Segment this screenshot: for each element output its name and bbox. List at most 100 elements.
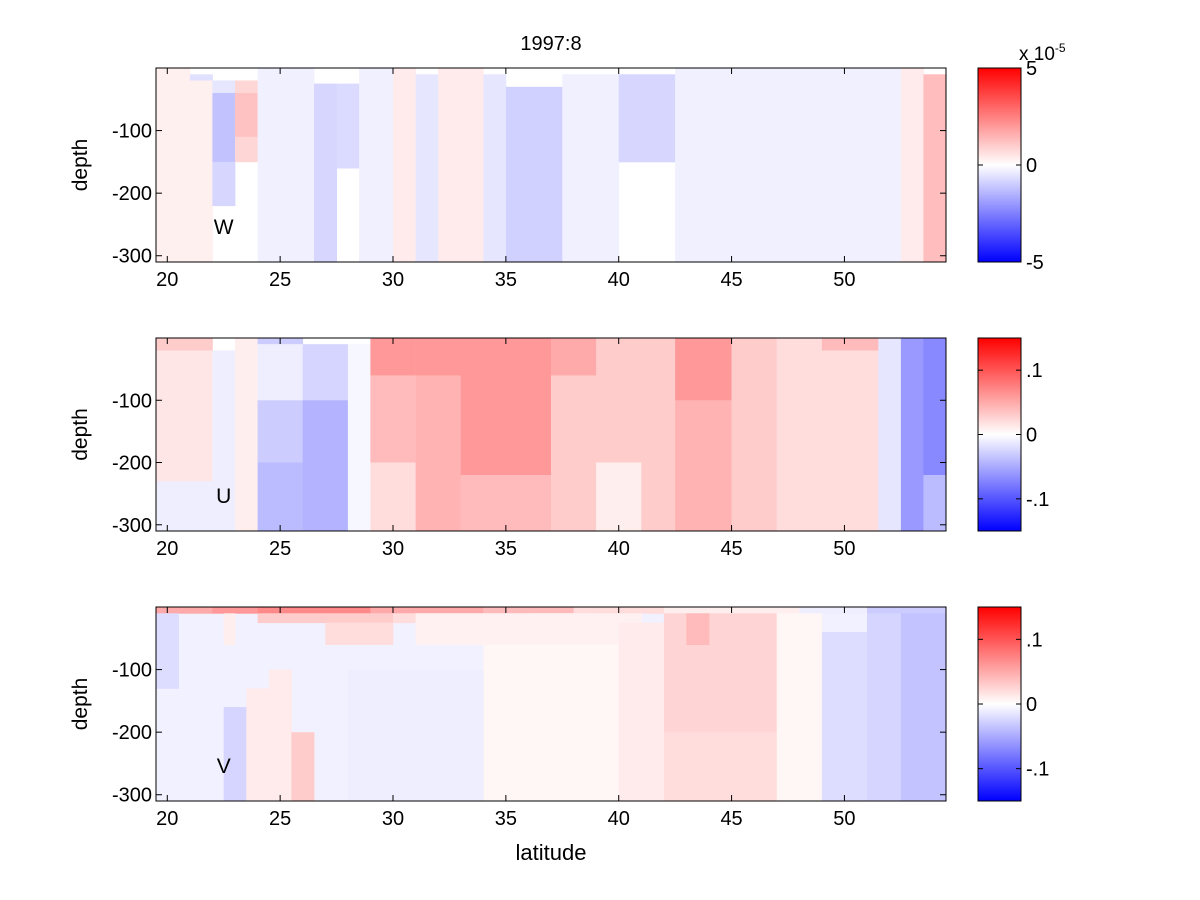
x-tick-label: 50 bbox=[833, 538, 855, 560]
heatmap-cell bbox=[302, 400, 349, 532]
x-tick-label: 25 bbox=[269, 269, 291, 291]
plot-frame bbox=[155, 67, 947, 263]
x-tick-label: 30 bbox=[382, 269, 404, 291]
heatmap-cell bbox=[246, 688, 270, 802]
x-tick-label: 50 bbox=[833, 269, 855, 291]
x-tick-label: 30 bbox=[382, 538, 404, 560]
heatmap-cell bbox=[156, 338, 213, 351]
colorbar-tick-label: 0 bbox=[1026, 694, 1037, 716]
heatmap-cell bbox=[370, 375, 416, 463]
x-tick-label: 40 bbox=[608, 269, 630, 291]
heatmap-cell bbox=[257, 400, 304, 463]
panel-label: W bbox=[214, 216, 234, 239]
panel-u: 20 25 30 35 40 45 50 -100 -200 -300 depth U .1 0 -.1 bbox=[69, 337, 1049, 560]
colorbar-tick-label: .1 bbox=[1026, 629, 1043, 651]
heatmap-cell bbox=[596, 338, 642, 463]
x-tick-label: 45 bbox=[720, 269, 742, 291]
colorbar-tick-label: -.1 bbox=[1026, 759, 1049, 781]
x-tick-label: 40 bbox=[608, 808, 630, 830]
panel-v: 20 25 30 35 40 45 50 -100 -200 -300 depth V .1 0 -.1 bbox=[69, 606, 1049, 830]
heatmap-cell bbox=[291, 732, 315, 802]
x-tick-label: 35 bbox=[495, 269, 517, 291]
heatmap-cell bbox=[370, 338, 416, 376]
y-axis-label: depth bbox=[69, 139, 92, 192]
heatmap-cell bbox=[212, 93, 236, 163]
colorbar-tick-label: 0 bbox=[1026, 425, 1037, 447]
heatmap-cell bbox=[460, 475, 552, 532]
colorbar bbox=[977, 67, 1022, 263]
panel-label: U bbox=[216, 485, 231, 508]
heatmap-cell bbox=[415, 375, 462, 532]
y-tick-label: -300 bbox=[112, 515, 152, 537]
heatmap-cell bbox=[900, 338, 924, 532]
x-tick-label: 35 bbox=[495, 538, 517, 560]
heatmap-cell bbox=[189, 80, 213, 263]
x-tick-label: 20 bbox=[156, 808, 178, 830]
y-tick-label: -300 bbox=[112, 246, 152, 268]
heatmap-cell bbox=[821, 350, 879, 532]
heatmap-cell bbox=[460, 375, 552, 476]
heatmap-cell bbox=[415, 338, 462, 376]
heatmap-cell bbox=[675, 338, 732, 401]
x-tick-label: 50 bbox=[833, 808, 855, 830]
x-tick-label: 40 bbox=[608, 538, 630, 560]
heatmap-cell bbox=[347, 344, 371, 532]
heatmap-cell bbox=[223, 707, 247, 802]
colorbar-multiplier: x 10-5 bbox=[1019, 41, 1066, 65]
y-tick-label: -200 bbox=[112, 183, 152, 205]
heatmap-cell bbox=[867, 613, 902, 802]
heatmap-cell bbox=[223, 613, 236, 645]
heatmap-cell bbox=[212, 161, 236, 207]
y-axis-label: depth bbox=[69, 408, 92, 461]
y-tick-label: -100 bbox=[112, 390, 152, 412]
y-tick-label: -200 bbox=[112, 722, 152, 744]
colorbar-tick-label: -.1 bbox=[1026, 489, 1049, 511]
heatmap-cell bbox=[596, 462, 642, 532]
heatmap-cell bbox=[156, 68, 191, 263]
plot-frame bbox=[155, 337, 947, 532]
heatmap-cell bbox=[235, 338, 258, 532]
heatmap-cell bbox=[314, 83, 337, 263]
heatmap-cell bbox=[867, 607, 947, 614]
heatmap-cell bbox=[212, 607, 258, 614]
x-tick-label: 25 bbox=[269, 538, 291, 560]
heatmap-cell bbox=[686, 613, 710, 645]
x-tick-label: 20 bbox=[156, 269, 178, 291]
x-tick-label: 20 bbox=[156, 538, 178, 560]
heatmap-cell bbox=[257, 613, 394, 624]
colorbar bbox=[977, 337, 1022, 532]
heatmap-cell bbox=[302, 344, 349, 401]
heatmap-cell bbox=[776, 613, 823, 802]
panel-label: V bbox=[217, 755, 231, 778]
heatmap-cell bbox=[663, 732, 778, 802]
colorbar-tick-label: 0 bbox=[1026, 155, 1037, 177]
heatmap-cell bbox=[235, 93, 258, 138]
heatmap-cell bbox=[641, 338, 676, 532]
plot-frame bbox=[155, 606, 947, 802]
colorbar-tick-label: 5 bbox=[1026, 58, 1037, 80]
heatmap-cell bbox=[551, 375, 597, 532]
heatmap-cell bbox=[235, 136, 258, 163]
heatmap-cell bbox=[923, 74, 947, 263]
heatmap-cell bbox=[483, 607, 574, 614]
heatmap-cell bbox=[370, 607, 484, 614]
heatmap-cell bbox=[156, 607, 213, 614]
heatmap-cell bbox=[257, 344, 304, 401]
heatmap-cell bbox=[370, 462, 416, 532]
heatmap-cell bbox=[415, 613, 642, 645]
heatmap-cell bbox=[359, 68, 394, 263]
heatmap-cell bbox=[900, 68, 924, 263]
heatmap-cell bbox=[156, 481, 213, 532]
heatmap-cell bbox=[189, 74, 213, 81]
heatmap-cell bbox=[731, 338, 778, 532]
heatmap-cell bbox=[212, 350, 236, 532]
heatmap-cell bbox=[776, 338, 823, 532]
heatmap-cell bbox=[483, 74, 507, 263]
heatmap-cell bbox=[618, 74, 676, 163]
heatmap-cell bbox=[336, 83, 360, 169]
y-tick-label: -100 bbox=[112, 660, 152, 682]
heatmap-cell bbox=[156, 613, 179, 689]
heatmap-cell bbox=[415, 74, 439, 263]
heatmap-cell bbox=[821, 338, 879, 351]
